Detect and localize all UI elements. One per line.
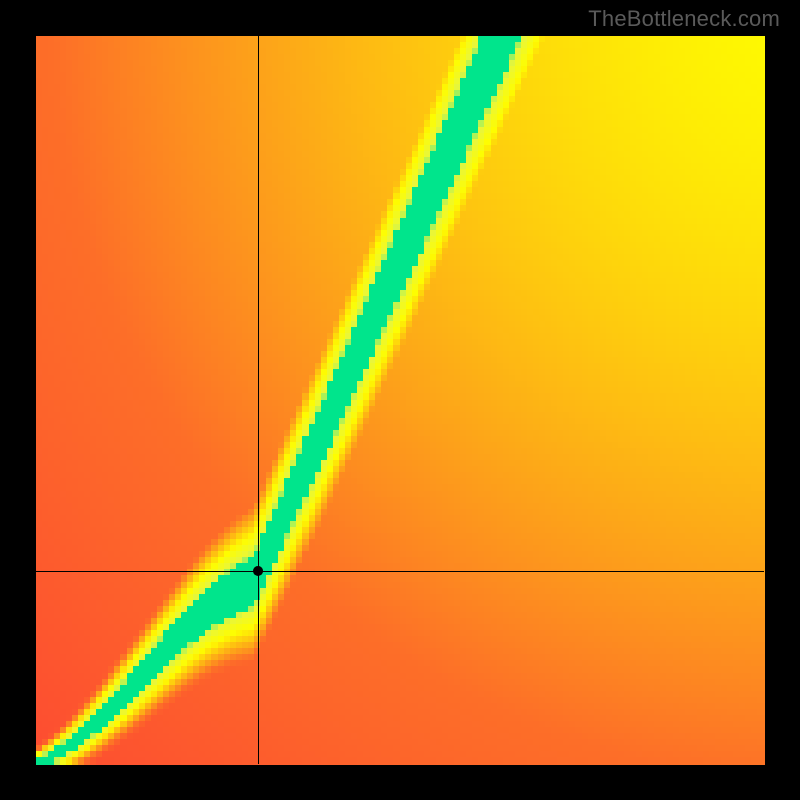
watermark-text: TheBottleneck.com: [588, 6, 780, 32]
chart-container: { "watermark": { "text": "TheBottleneck.…: [0, 0, 800, 800]
bottleneck-heatmap: [0, 0, 800, 800]
